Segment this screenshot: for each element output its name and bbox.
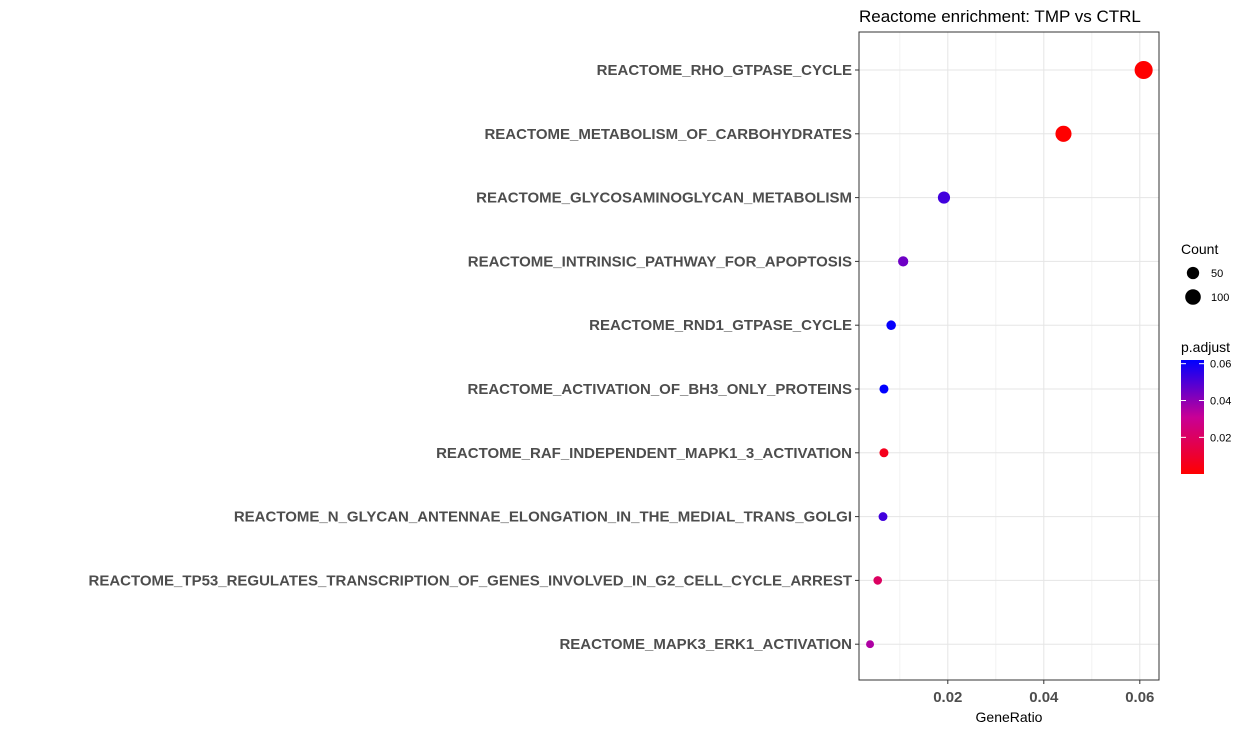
x-tick-label: 0.04 xyxy=(1029,689,1059,706)
y-tick-label: REACTOME_TP53_REGULATES_TRANSCRIPTION_OF… xyxy=(89,572,853,589)
data-point xyxy=(886,320,896,330)
count-legend-title: Count xyxy=(1181,241,1218,257)
y-tick-label: REACTOME_INTRINSIC_PATHWAY_FOR_APOPTOSIS xyxy=(468,253,852,270)
count-legend-label: 50 xyxy=(1211,268,1223,280)
data-point xyxy=(866,640,875,649)
data-point xyxy=(879,384,889,394)
padjust-colorbar xyxy=(1181,360,1204,474)
data-point xyxy=(878,512,888,522)
padjust-legend: p.adjust 0.06 0.04 0.02 xyxy=(1181,339,1231,474)
y-tick-label: REACTOME_N_GLYCAN_ANTENNAE_ELONGATION_IN… xyxy=(234,509,852,526)
data-point xyxy=(1055,125,1072,142)
count-legend-label: 100 xyxy=(1211,292,1229,304)
y-tick-label: REACTOME_RAF_INDEPENDENT_MAPK1_3_ACTIVAT… xyxy=(436,445,852,462)
y-tick-label: REACTOME_ACTIVATION_OF_BH3_ONLY_PROTEINS xyxy=(467,381,852,398)
y-tick-label: REACTOME_RHO_GTPASE_CYCLE xyxy=(597,62,852,79)
y-tick-label: REACTOME_GLYCOSAMINOGLYCAN_METABOLISM xyxy=(476,190,852,207)
x-tick-label: 0.02 xyxy=(933,689,962,706)
data-point xyxy=(1134,60,1153,80)
data-point xyxy=(937,191,951,204)
data-points xyxy=(866,60,1153,649)
data-point xyxy=(879,448,889,458)
plot-border xyxy=(858,31,1160,681)
count-legend-key xyxy=(1185,289,1201,305)
x-axis-ticks: 0.02 0.04 0.06 xyxy=(933,680,1154,706)
x-axis-title: GeneRatio xyxy=(976,709,1043,725)
padjust-tick-label: 0.06 xyxy=(1210,359,1231,371)
y-tick-label: REACTOME_MAPK3_ERK1_ACTIVATION xyxy=(559,636,852,653)
chart-title: Reactome enrichment: TMP vs CTRL xyxy=(859,7,1141,26)
x-tick-label: 0.06 xyxy=(1125,689,1154,706)
data-point xyxy=(873,576,883,585)
padjust-legend-title: p.adjust xyxy=(1181,339,1230,355)
y-tick-label: REACTOME_METABOLISM_OF_CARBOHYDRATES xyxy=(484,126,852,143)
y-tick-label: REACTOME_RND1_GTPASE_CYCLE xyxy=(589,317,852,334)
data-point xyxy=(898,256,909,267)
count-legend-key xyxy=(1186,266,1200,280)
padjust-tick-label: 0.02 xyxy=(1210,432,1231,444)
padjust-tick-label: 0.04 xyxy=(1210,396,1231,408)
plot-background xyxy=(859,32,1159,680)
grid-layer xyxy=(859,32,1159,680)
y-axis-labels: REACTOME_RHO_GTPASE_CYCLE REACTOME_METABO… xyxy=(89,62,859,653)
count-legend: Count 50 100 xyxy=(1181,241,1229,305)
